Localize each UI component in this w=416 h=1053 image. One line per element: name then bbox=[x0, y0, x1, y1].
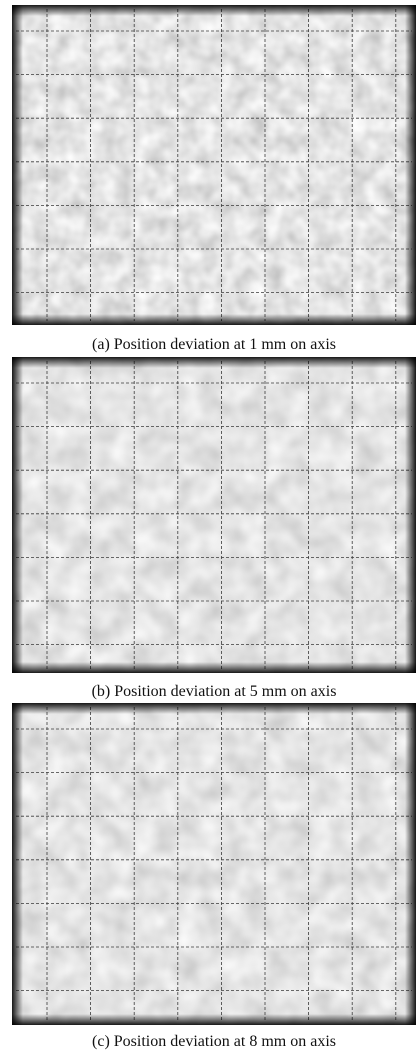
caption: (c) Position deviation at 8 mm on axis bbox=[92, 1033, 336, 1050]
vignette bbox=[12, 703, 23, 1025]
image-panel bbox=[12, 5, 416, 325]
figure: (a) Position deviation at 1 mm on axis (… bbox=[0, 0, 416, 1053]
vignette bbox=[12, 662, 416, 673]
caption: (a) Position deviation at 1 mm on axis bbox=[92, 336, 336, 353]
image-panel bbox=[12, 357, 416, 673]
caption: (b) Position deviation at 5 mm on axis bbox=[92, 683, 337, 700]
vignette bbox=[405, 703, 416, 1025]
vignette bbox=[12, 5, 416, 16]
vignette bbox=[12, 357, 23, 673]
texture bbox=[12, 703, 416, 1025]
vignette bbox=[405, 357, 416, 673]
vignette bbox=[12, 357, 416, 368]
image-panel bbox=[12, 703, 416, 1025]
vignette bbox=[405, 5, 416, 325]
texture bbox=[12, 5, 416, 325]
vignette bbox=[12, 5, 23, 325]
vignette bbox=[12, 1014, 416, 1025]
texture bbox=[12, 357, 416, 673]
vignette bbox=[12, 314, 416, 325]
panels bbox=[12, 5, 416, 1025]
vignette bbox=[12, 703, 416, 714]
